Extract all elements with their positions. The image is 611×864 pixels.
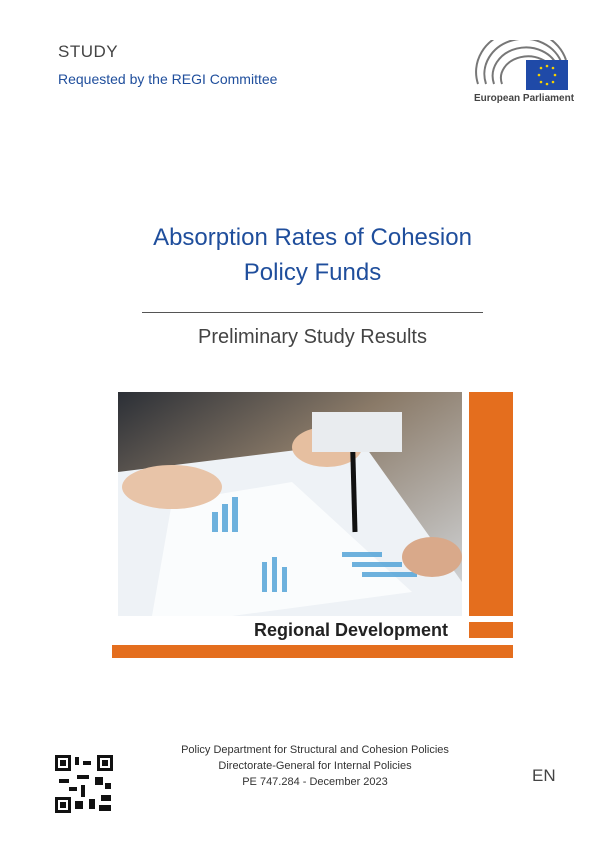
title-line: Absorption Rates of Cohesion: [153, 224, 472, 251]
footer-line: Directorate-General for Internal Policie…: [218, 760, 412, 772]
cover-graphic: [112, 392, 513, 658]
subtitle: Preliminary Study Results: [198, 326, 427, 348]
title-line: Policy Funds: [243, 259, 382, 286]
footer-line: Policy Department for Structural and Coh…: [181, 744, 449, 756]
qr-code: [55, 755, 113, 813]
ep-logo: [475, 40, 568, 90]
banner-label: Regional Development: [254, 620, 449, 640]
divider: [142, 312, 483, 313]
footer-line: PE 747.284 - December 2023: [242, 776, 388, 788]
logo-text: European Parliament: [474, 93, 575, 104]
requested-by: Requested by the REGI Committee: [58, 71, 278, 87]
language-code: EN: [532, 766, 556, 785]
study-label: STUDY: [58, 42, 119, 61]
